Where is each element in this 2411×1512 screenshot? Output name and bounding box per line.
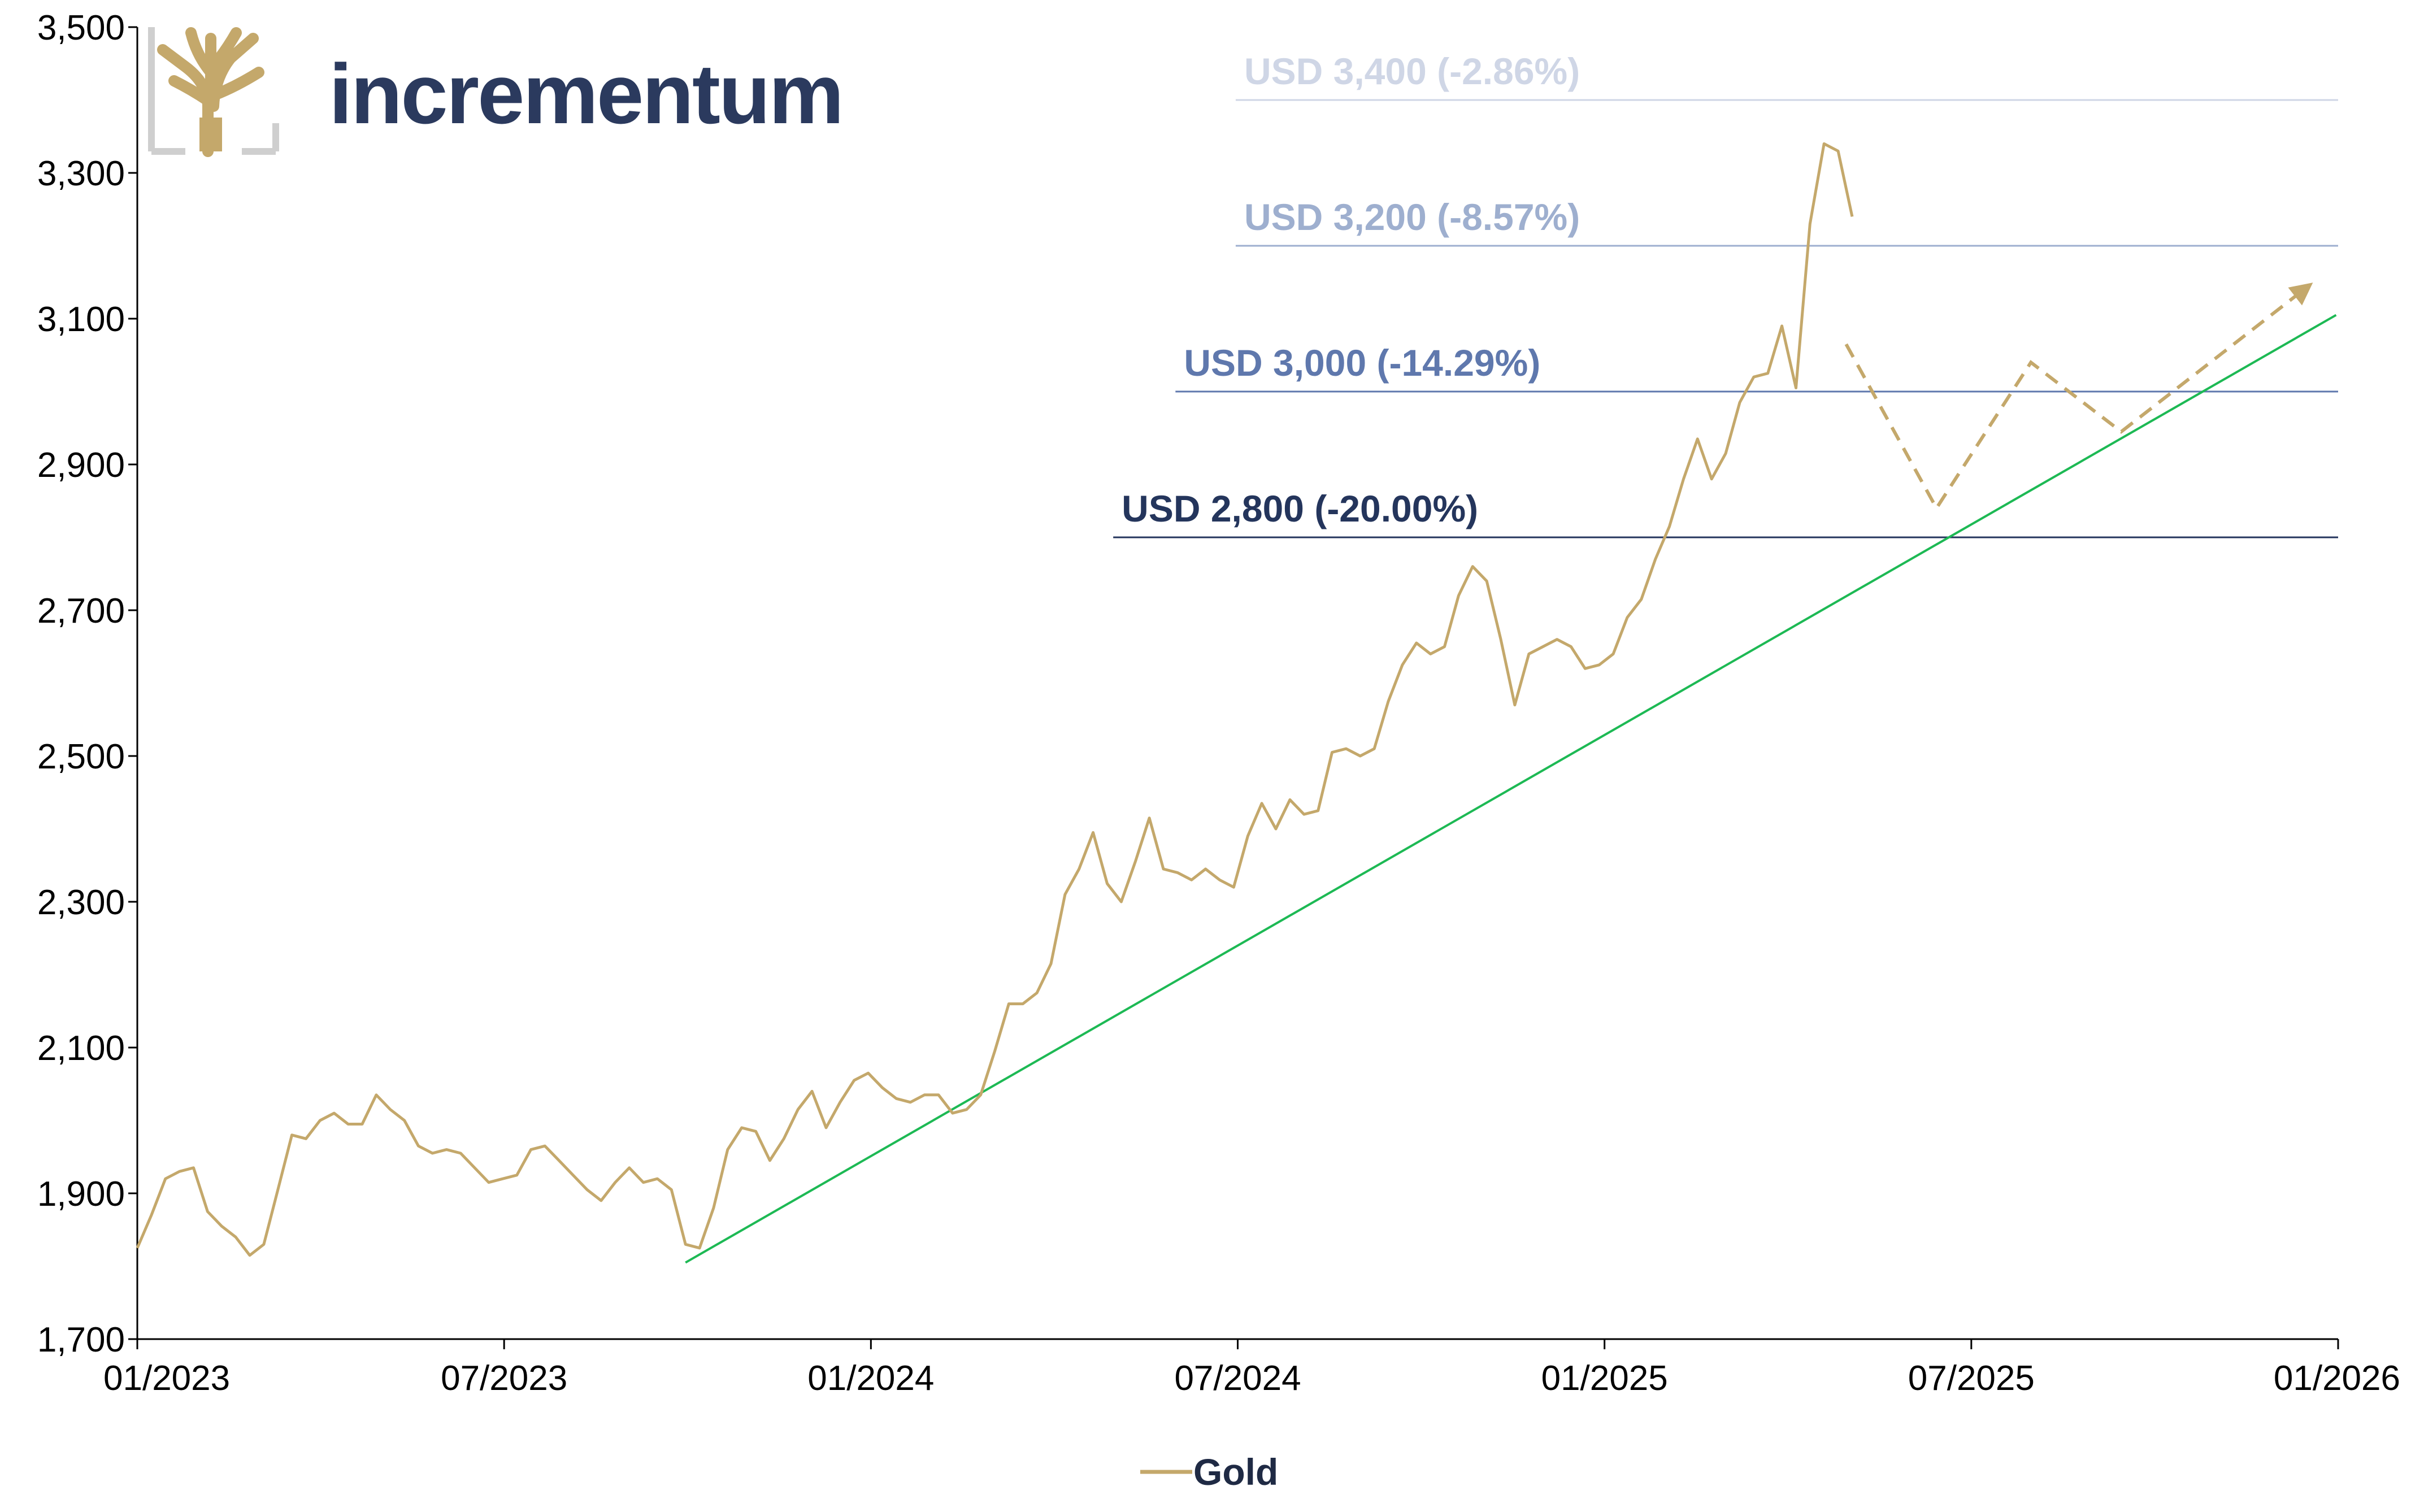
y-tick-label: 3,300 (37, 154, 125, 193)
legend-label: Gold (1193, 1451, 1278, 1493)
brand: incrementum (148, 27, 844, 157)
price-levels: USD 3,400 (-2.86%) USD 3,200 (-8.57%) USD … (1113, 50, 2338, 538)
level-label: USD 3,200 (-8.57%) (1244, 196, 1580, 238)
tree-logo-icon (148, 27, 279, 157)
y-tick-label: 2,900 (37, 446, 125, 485)
trend-line (685, 314, 2337, 1264)
y-tick-label: 1,900 (37, 1175, 125, 1214)
brand-name: incrementum (329, 46, 842, 141)
x-axis: 01/2023 07/2023 01/2024 07/2024 01/2025 07/20… (103, 1338, 2400, 1398)
legend: Gold (1140, 1451, 1278, 1493)
level-label: USD 2,800 (-20.00%) (1122, 488, 1478, 529)
x-tick-label: 01/2024 (807, 1359, 934, 1398)
y-tick-label: 2,300 (37, 883, 125, 922)
x-tick-label: 07/2023 (441, 1359, 567, 1398)
y-tick-label: 3,500 (37, 8, 125, 47)
y-tick-label: 2,700 (37, 592, 125, 631)
y-axis: 1,700 1,900 2,100 2,300 2,500 2,700 2,900 3,100… (37, 8, 138, 1359)
y-tick-label: 2,100 (37, 1029, 125, 1068)
gold-series-line (136, 142, 1854, 1257)
x-tick-label: 07/2025 (1908, 1359, 2035, 1398)
y-tick-label: 3,100 (37, 300, 125, 339)
x-tick-label: 01/2026 (2274, 1359, 2400, 1398)
y-tick-label: 2,500 (37, 737, 125, 776)
x-tick-label: 01/2025 (1541, 1359, 1668, 1398)
level-label: USD 3,000 (-14.29%) (1184, 342, 1540, 384)
x-tick-label: 07/2024 (1174, 1359, 1301, 1398)
scenario-arrow-head (2288, 283, 2313, 306)
level-label: USD 3,400 (-2.86%) (1244, 50, 1580, 92)
scenario-dashed-path (1844, 288, 2305, 512)
y-tick-label: 1,700 (37, 1320, 125, 1359)
x-tick-label: 01/2023 (103, 1359, 230, 1398)
